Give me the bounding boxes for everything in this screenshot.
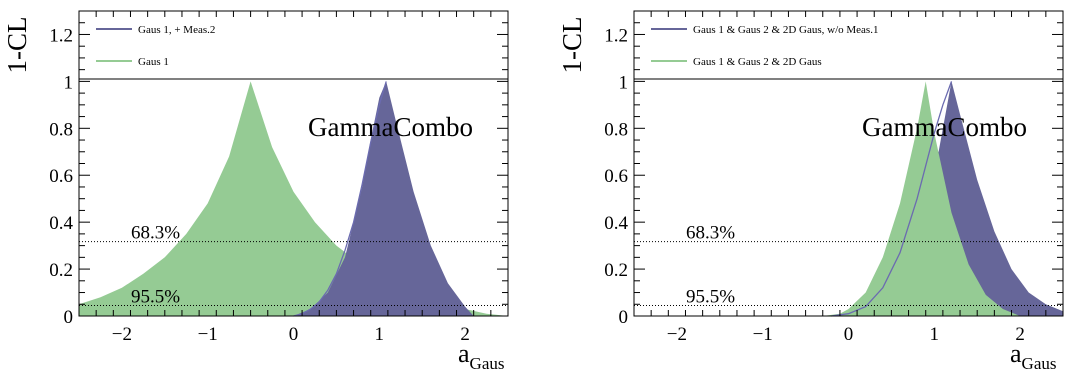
y-tick-label: 0 — [64, 307, 74, 328]
cl-label-0: 68.3% — [686, 223, 735, 244]
y-tick-label: 0.2 — [49, 260, 73, 281]
y-tick-label: 0.6 — [49, 166, 73, 187]
y-tick-label: 0.2 — [604, 260, 628, 281]
watermark-label: GammaCombo — [308, 112, 473, 142]
y-tick-label: 0 — [619, 307, 629, 328]
y-tick-label: 1.2 — [604, 25, 628, 46]
left-chart-panel: 68.3% 95.5% Gaus 1, + Meas.2 Gaus 1 −2 −1 0 1 2 0… — [2, 10, 509, 372]
y-tick-label: 0.6 — [604, 166, 628, 187]
series-line-2 — [293, 81, 387, 317]
right-chart-panel: 68.3% 95.5% Gaus 1 & Gaus 2 & 2D Gaus, w/o… — [557, 10, 1064, 372]
legend-label-1: Gaus 1 & Gaus 2 & 2D Gaus — [693, 56, 822, 68]
y-tick-label: 0.8 — [604, 119, 628, 140]
series-area-0 — [848, 81, 1063, 317]
x-axis-title: aGaus — [1010, 339, 1057, 372]
x-tick-label: 1 — [930, 324, 940, 345]
x-tick-label: −1 — [198, 324, 218, 345]
series-area-1 — [822, 81, 1021, 317]
x-tick-label: 0 — [289, 324, 299, 345]
y-axis-title: 1-CL — [2, 17, 32, 74]
x-axis-title: aGaus — [458, 339, 505, 372]
series-area-1 — [293, 81, 474, 317]
legend-label-0: Gaus 1 & Gaus 2 & 2D Gaus, w/o Meas.1 — [693, 24, 878, 36]
x-tick-label: 1 — [375, 324, 385, 345]
y-tick-label: 0.8 — [49, 119, 73, 140]
legend-box — [634, 11, 1063, 79]
y-tick-label: 0.4 — [49, 213, 73, 234]
legend-label-0: Gaus 1, + Meas.2 — [138, 24, 215, 36]
cl-label-1: 95.5% — [131, 286, 180, 307]
x-tick-label: 2 — [460, 324, 470, 345]
x-tick-label: −2 — [112, 324, 132, 345]
y-tick-label: 1.2 — [49, 25, 73, 46]
legend-box — [79, 11, 508, 79]
x-tick-label: 2 — [1015, 324, 1025, 345]
x-tick-label: −2 — [667, 324, 687, 345]
y-tick-label: 1 — [64, 72, 74, 93]
cl-label-1: 95.5% — [686, 286, 735, 307]
y-tick-label: 0.4 — [604, 213, 628, 234]
series-area-0 — [79, 81, 508, 317]
watermark-label: GammaCombo — [862, 112, 1027, 142]
y-axis-title: 1-CL — [557, 17, 587, 74]
x-tick-label: 0 — [844, 324, 854, 345]
x-tick-label: −1 — [753, 324, 773, 345]
cl-label-0: 68.3% — [131, 223, 180, 244]
legend-label-1: Gaus 1 — [138, 56, 169, 68]
y-tick-label: 1 — [619, 72, 629, 93]
